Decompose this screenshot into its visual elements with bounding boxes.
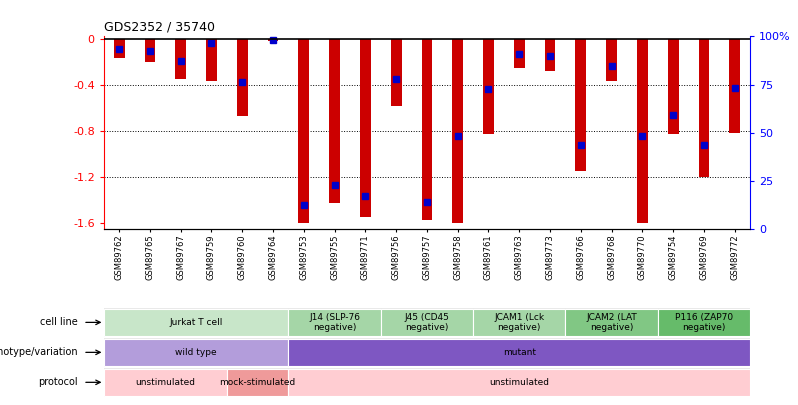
Bar	[330, 39, 340, 203]
Text: GDS2352 / 35740: GDS2352 / 35740	[104, 21, 215, 34]
Text: JCAM2 (LAT
negative): JCAM2 (LAT negative)	[587, 313, 637, 332]
Bar	[606, 39, 617, 81]
Text: cell line: cell line	[40, 318, 78, 327]
Text: mock-stimulated: mock-stimulated	[219, 378, 296, 387]
Bar	[698, 39, 709, 177]
Text: genotype/variation: genotype/variation	[0, 347, 78, 357]
Bar	[237, 39, 247, 116]
Bar	[206, 39, 217, 81]
Bar	[104, 309, 288, 336]
Bar	[391, 39, 401, 106]
Bar	[298, 39, 309, 223]
Bar	[288, 309, 381, 336]
Text: wild type: wild type	[176, 348, 217, 357]
Text: Jurkat T cell: Jurkat T cell	[169, 318, 223, 327]
Bar	[668, 39, 678, 134]
Bar	[575, 39, 587, 171]
Bar	[514, 39, 524, 68]
Bar	[381, 309, 473, 336]
Bar	[360, 39, 371, 217]
Bar	[267, 39, 279, 41]
Bar	[658, 309, 750, 336]
Text: unstimulated: unstimulated	[489, 378, 549, 387]
Bar	[473, 309, 566, 336]
Bar	[104, 369, 227, 396]
Text: JCAM1 (Lck
negative): JCAM1 (Lck negative)	[494, 313, 544, 332]
Bar	[288, 369, 750, 396]
Text: unstimulated: unstimulated	[136, 378, 196, 387]
Bar	[176, 39, 186, 79]
Bar	[104, 339, 288, 366]
Bar	[421, 39, 433, 220]
Bar	[483, 39, 494, 134]
Bar	[114, 39, 124, 58]
Bar	[566, 309, 658, 336]
Text: J45 (CD45
negative): J45 (CD45 negative)	[405, 313, 449, 332]
Bar	[729, 39, 740, 133]
Bar	[144, 39, 156, 62]
Bar	[288, 339, 750, 366]
Bar	[545, 39, 555, 71]
Text: J14 (SLP-76
negative): J14 (SLP-76 negative)	[309, 313, 360, 332]
Bar	[452, 39, 463, 223]
Bar	[227, 369, 288, 396]
Text: mutant: mutant	[503, 348, 535, 357]
Text: protocol: protocol	[38, 377, 78, 387]
Text: P116 (ZAP70
negative): P116 (ZAP70 negative)	[675, 313, 733, 332]
Bar	[637, 39, 648, 223]
